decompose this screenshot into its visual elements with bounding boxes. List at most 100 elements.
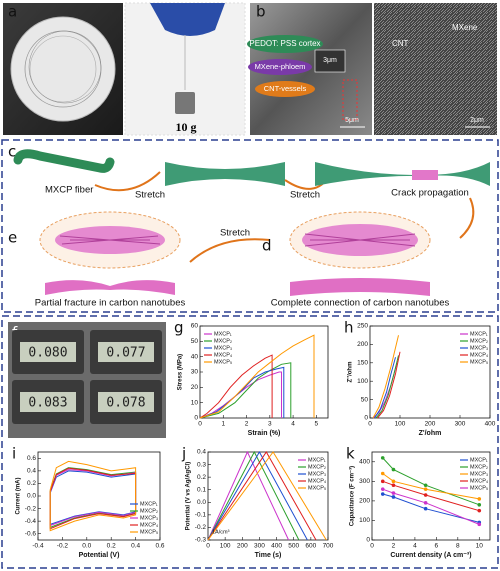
legend-label: MXCP₅ [470,485,488,491]
x-axis-label: Time (s) [255,552,282,559]
inset [314,49,346,73]
sem-texture [374,3,497,135]
x-tick-label: 2 [245,421,249,428]
fiber-bundle [290,278,430,296]
arrow [189,238,271,263]
plot-frame [199,325,329,419]
arrow [459,197,475,239]
y-tick-label: -0.1 [195,512,207,519]
legend-label: MXCP₃ [214,345,232,351]
x-tick-label: 300 [254,543,265,550]
legend-label: MXCP₁ [308,457,326,463]
series-line [382,473,480,500]
y-tick-label: 0.4 [197,449,206,456]
legend-label: MXCP₅ [140,529,158,535]
scale-label: 2μm [470,117,484,124]
legend-label: MXCP₅ [214,359,232,365]
y-axis-label: Potential (V vs Ag/AgCl) [186,462,192,530]
scale-label: 3μm [323,57,337,64]
x-tick-label: 2 [392,543,396,550]
legend-label: MXCP₄ [308,478,327,484]
y-tick-label: 10 [191,399,199,406]
legend-label: MXCP₅ [470,359,488,365]
marker [380,479,385,484]
panel-label: c [8,143,16,161]
panel-a: 10 g a [3,2,246,136]
x-tick-label: 5 [315,421,319,428]
caption: Partial fracture in carbon nanotubes [35,298,186,309]
y-tick-label: 40 [191,353,199,360]
x-axis-label: Potential (V) [79,552,120,559]
series-line [207,450,300,541]
y-tick-label: 50 [361,396,369,403]
y-tick-label: -0.2 [195,524,207,531]
marker [477,497,482,501]
x-tick-label: 0.2 [107,543,116,550]
section-frame [1,139,499,313]
dish [10,16,116,122]
annotation: CNT-vessels [264,84,307,93]
marker [380,471,385,476]
marker [477,503,482,507]
legend-label: MXCP₄ [470,352,489,358]
y-tick-label: 0.6 [27,455,36,462]
legend-label: MXCP₃ [308,471,326,477]
series-line [207,451,327,541]
series-line [207,450,290,541]
reading: 0.080 [28,346,67,361]
x-axis-label: Z'/ohm [419,430,442,437]
legend-label: MXCP₄ [470,478,489,484]
y-axis-label: Current (mA) [16,477,22,514]
legend-label: MXCP₃ [470,345,488,351]
annotation: MXene-phloem [255,62,306,71]
x-tick-label: 100 [220,543,231,550]
annotation: CNT [392,39,409,48]
marker [477,508,482,513]
legend-label: MXCP₁ [470,331,488,337]
x-tick-label: 8 [456,543,460,550]
y-tick-label: -0.6 [25,530,37,537]
crack [412,170,438,180]
x-tick-label: 0.4 [131,543,140,550]
series-line [199,354,273,419]
x-tick-label: -0.4 [32,543,44,550]
x-tick-label: 4 [291,421,295,428]
panel-label: k [346,445,355,463]
marker [391,467,396,472]
x-tick-label: 600 [305,543,316,550]
series-line [377,351,401,419]
legend-label: MXCP₁ [214,331,232,337]
y-tick-label: 60 [191,323,199,330]
x-tick-label: 4 [413,543,417,550]
fiber [425,162,490,186]
y-tick-label: -0.4 [25,518,37,525]
lcd [98,392,154,412]
y-tick-label: 0 [194,415,198,422]
legend-label: MXCP₂ [470,464,488,470]
layer-tag [247,35,323,53]
series-line [374,357,396,419]
legend-label: MXCP₃ [470,471,488,477]
panel-label: d [262,237,272,255]
caption: Complete connection of carbon nanotubes [271,298,450,309]
legend-label: MXCP₂ [308,464,326,470]
x-tick-label: 300 [455,421,466,428]
marker [391,483,396,488]
series-line [199,371,282,419]
x-tick-label: 6 [435,543,439,550]
lcd [20,342,76,362]
series-line [199,334,315,419]
marker [391,491,396,495]
reading: 0.078 [106,396,145,411]
annotation: MXene [452,23,478,32]
y-tick-label: 0.4 [27,468,36,475]
x-tick-label: 100 [395,421,406,428]
layer-tag [255,81,315,97]
y-tick-label: 30 [191,369,199,376]
x-tick-label: 400 [485,421,496,428]
x-tick-label: 200 [237,543,248,550]
panel-label: h [344,319,354,337]
y-axis-label: Z''/ohm [348,362,354,383]
marker [423,483,428,488]
